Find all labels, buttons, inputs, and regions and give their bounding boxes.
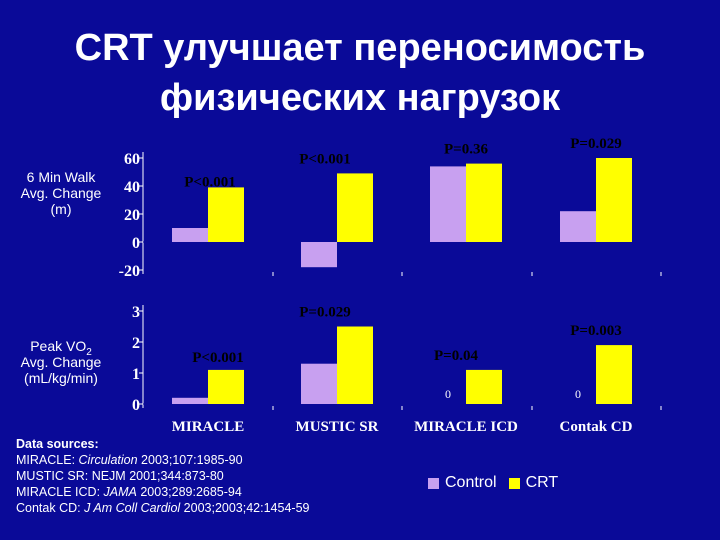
chart-1-bar-control-0 bbox=[172, 228, 208, 242]
chart-1-ytick-label-4: -20 bbox=[119, 263, 140, 280]
chart-2-ylabel: Peak VO2 Avg. Change (mL/kg/min) bbox=[6, 338, 116, 386]
chart-1-bar-control-2 bbox=[430, 166, 466, 242]
chart-1-ylabel-line-2: Avg. Change bbox=[20, 185, 102, 201]
data-sources-heading: Data sources: bbox=[16, 437, 99, 451]
chart-1-ytick-label-0: 60 bbox=[124, 151, 140, 168]
chart-2-bar-crt-1 bbox=[337, 326, 373, 404]
chart-2-ylabel-line-3: (mL/kg/min) bbox=[24, 370, 98, 386]
chart-1-bar-control-1 bbox=[301, 242, 337, 268]
source-miracle-icd: MIRACLE ICD: JAMA 2003;289:2685-94 bbox=[16, 485, 242, 499]
chart-2-pvalue-2: P=0.04 bbox=[434, 348, 478, 364]
chart-1-pvalue-3: P=0.029 bbox=[570, 136, 621, 152]
chart-1-ylabel-line-3: (m) bbox=[50, 201, 72, 217]
chart-2-bar-crt-0 bbox=[208, 369, 244, 404]
category-label-0: MIRACLE bbox=[172, 419, 245, 435]
chart-2-pvalue-1: P=0.029 bbox=[299, 305, 350, 321]
chart-1-bar-crt-3 bbox=[596, 158, 632, 242]
source-miracle: MIRACLE: Circulation 2003;107:1985-90 bbox=[16, 453, 243, 467]
chart-1-pvalue-2: P=0.36 bbox=[444, 142, 488, 158]
legend-control-swatch bbox=[428, 477, 439, 489]
category-label-2: MIRACLE ICD bbox=[414, 419, 518, 435]
chart-2-pvalue-3: P=0.003 bbox=[570, 323, 621, 339]
chart-1-ytick-label-1: 40 bbox=[124, 179, 140, 196]
chart-1-pvalue-0: P<0.001 bbox=[184, 174, 235, 190]
category-label-1: MUSTIC SR bbox=[296, 419, 379, 435]
source-contak: Contak CD: J Am Coll Cardiol 2003;2003;4… bbox=[16, 501, 310, 515]
chart-2-pvalue-0: P<0.001 bbox=[192, 350, 243, 366]
chart-2-bar-crt-2 bbox=[466, 369, 502, 404]
chart-1-bar-crt-2 bbox=[466, 163, 502, 242]
chart-2-ytick-label-0: 3 bbox=[132, 304, 140, 321]
source-miracle-icd-journal: JAMA bbox=[103, 485, 137, 499]
chart-2-ylabel-line-1: Peak VO2 bbox=[30, 338, 92, 358]
chart-1-ytick-label-2: 20 bbox=[124, 207, 140, 224]
chart-2-ylabel-line-2: Avg. Change bbox=[20, 354, 102, 370]
legend: Control CRT bbox=[428, 473, 558, 493]
legend-control-label: Control bbox=[445, 474, 497, 491]
chart-1-bar-crt-1 bbox=[337, 173, 373, 242]
chart-2-bar-control-1 bbox=[301, 363, 337, 404]
chart-2-zero-label-2: 0 bbox=[445, 387, 451, 401]
chart-1-bar-control-3 bbox=[560, 211, 596, 242]
source-miracle-journal: Circulation bbox=[78, 453, 138, 467]
chart-2-bar-crt-3 bbox=[596, 345, 632, 404]
chart-1-ylabel-line-1: 6 Min Walk bbox=[26, 169, 96, 185]
chart-2-bar-control-0 bbox=[172, 397, 208, 404]
data-sources: Data sources: MIRACLE: Circulation 2003;… bbox=[16, 436, 309, 516]
chart-2-ytick-label-3: 0 bbox=[132, 397, 140, 414]
chart-2-ylabel-subscript: 2 bbox=[86, 346, 92, 358]
chart-2-ytick-label-2: 1 bbox=[132, 366, 140, 383]
legend-crt-swatch bbox=[508, 477, 520, 489]
chart-2-ytick-label-1: 2 bbox=[132, 335, 140, 352]
chart-1-ytick-label-3: 0 bbox=[132, 235, 140, 252]
chart-2-zero-label-3: 0 bbox=[575, 387, 581, 401]
chart-1-pvalue-1: P<0.001 bbox=[299, 151, 350, 167]
category-label-3: Contak CD bbox=[560, 419, 633, 435]
slide-title-line-2: физических нагрузок bbox=[159, 77, 561, 119]
source-mustic: MUSTIC SR: NEJM 2001;344:873-80 bbox=[16, 469, 224, 483]
chart-1-ylabel: 6 Min Walk Avg. Change (m) bbox=[6, 169, 116, 217]
slide-title-line-1: CRT улучшает переносимость bbox=[74, 27, 646, 69]
chart-1-bar-crt-0 bbox=[208, 187, 244, 242]
source-contak-journal: J Am Coll Cardiol bbox=[84, 501, 181, 515]
legend-crt-label: CRT bbox=[525, 474, 559, 491]
